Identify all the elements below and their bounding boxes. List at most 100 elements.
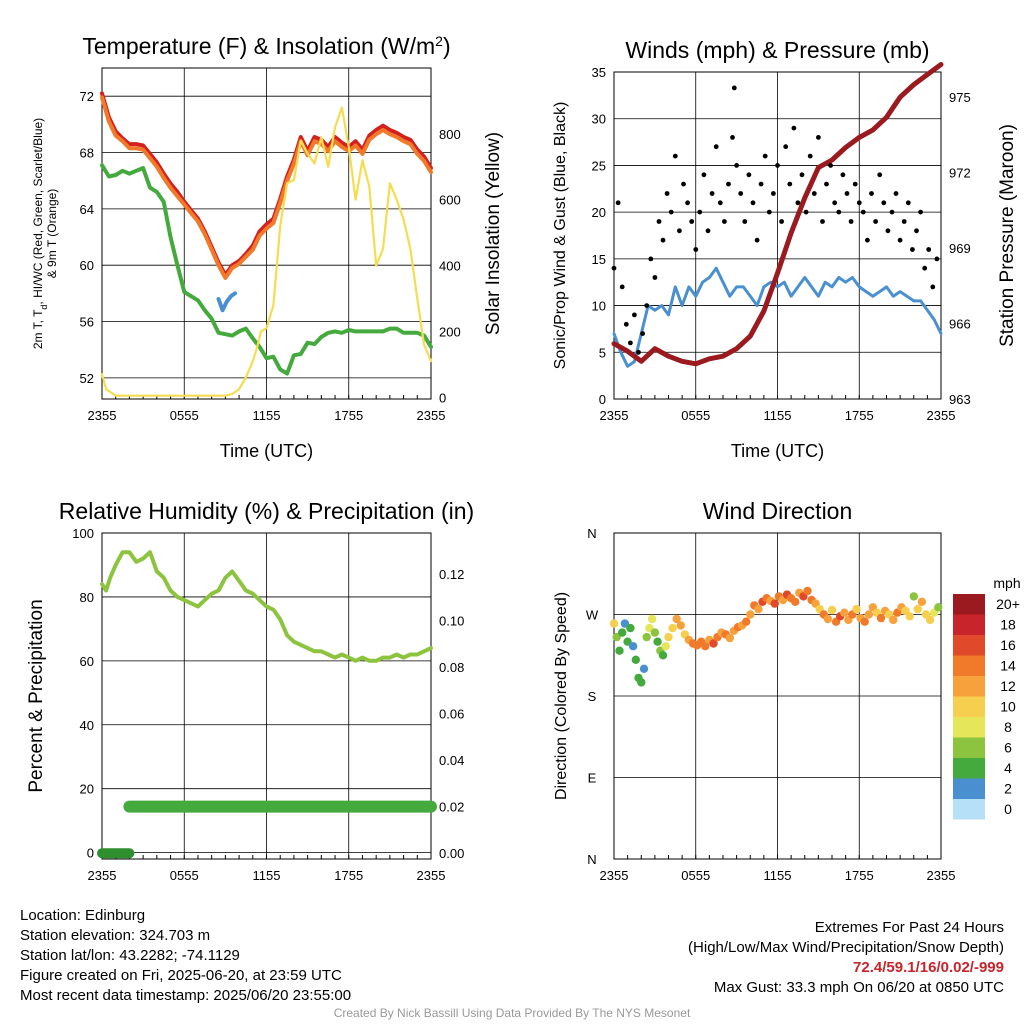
legend-label: 8 [1004,719,1012,735]
direction-point [840,608,849,617]
y-tick-label: E [588,771,597,786]
legend-swatch [953,655,985,676]
gust-point [672,153,678,159]
gust-point [636,349,641,355]
panel-title-humidity: Relative Humidity (%) & Precipitation (i… [59,498,474,524]
title-part: ) [443,33,451,59]
direction-point [609,619,619,628]
y-axis-label-right: Station Pressure (Maroon) [997,124,1018,347]
gust-point [713,144,719,150]
gust-point [762,153,768,159]
direction-point [889,615,898,625]
y-axis-label-right: Solar Insolation (Yellow) [483,132,504,335]
direction-point [876,613,886,623]
x-axis-label: Time (UTC) [731,441,824,461]
x-tick-label: 2355 [927,408,956,423]
legend-label: 20+ [996,596,1020,612]
gust-point [697,209,703,215]
direction-point [653,637,662,646]
y-tick-label: 20 [80,782,94,797]
direction-point [618,628,627,637]
extremes-legend: (High/Low/Max Wind/Precipitation/Snow De… [688,939,1004,956]
y-tick-label: 35 [592,65,606,80]
gust-point [664,191,670,196]
direction-point [628,642,638,651]
x-tick-label: 1155 [253,868,281,883]
gust-point [746,172,752,178]
direction-point [615,646,624,655]
gust-point [717,200,723,206]
y-tick-label: 0.08 [439,660,464,675]
direction-point [661,642,670,651]
direction-point [905,612,914,621]
panel-title-winds: Winds (mph) & Pressure (mb) [625,37,929,63]
gust-point [754,237,760,243]
direction-point [746,610,755,619]
direction-point [664,632,673,642]
gust-point [816,135,821,140]
station-info: Location: Edinburg Station elevation: 32… [20,906,351,1006]
direction-point [668,623,677,633]
gust-point [689,219,695,224]
y-tick-label: 800 [439,127,461,142]
direction-point [631,655,640,664]
legend-label: 0 [1004,801,1012,817]
direction-point [725,633,734,643]
gust-point [889,209,895,215]
gust-point [824,181,829,187]
label-subscript: d [39,305,49,310]
legend-swatch [953,778,985,799]
y-tick-label: 56 [80,315,94,330]
x-tick-label: 2355 [417,408,446,423]
legend-label: 12 [1000,678,1016,694]
x-tick-label: 0555 [681,408,710,423]
legend-swatch [953,758,985,779]
gust-point [873,219,878,224]
y-tick-label: W [586,608,599,623]
direction-point [913,604,922,614]
direction-point [658,651,668,660]
y-tick-label: N [587,526,596,541]
gust-point [934,256,940,262]
legend-swatch [953,799,985,820]
series-temp9m [100,95,433,280]
latlon-text: Station lat/lon: 43.2282; -74.1129 [20,947,240,964]
x-tick-label: 2355 [88,408,117,423]
direction-point [909,592,918,601]
gust-point [791,125,797,131]
gust-point [734,163,739,168]
x-tick-label: 0555 [170,408,199,423]
gust-point [758,181,764,187]
direction-point [626,623,635,633]
gust-point [799,172,805,178]
x-tick-label: 0555 [170,868,199,883]
gust-point [877,172,883,178]
gust-point [619,284,625,290]
y-tick-label: 963 [949,392,971,407]
y-tick-label: 40 [80,718,94,733]
y-tick-label: 5 [599,345,606,360]
y-tick-label: 15 [592,252,606,267]
gust-point [832,200,838,206]
gust-point [848,219,854,224]
extremes-info: Extremes For Past 24 Hours (High/Low/Max… [688,918,1004,998]
gust-point [660,237,666,243]
direction-point [860,617,869,626]
direction-point [925,615,935,625]
y-tick-label: S [588,689,597,704]
y-tick-label: 100 [72,526,94,541]
x-tick-label: 2355 [927,868,956,883]
y-tick-label: 0.04 [439,753,464,768]
location-text: Location: Edinburg [20,907,146,924]
direction-point [852,604,861,614]
gust-point [795,200,801,206]
direction-point [709,639,718,648]
gust-point [726,181,731,187]
title-part: Temperature (F) & Insolation (W/m [82,33,435,59]
extremes-title: Extremes For Past 24 Hours [814,919,1004,936]
legend-swatch [953,717,985,738]
max-gust-text: Max Gust: 33.3 mph On 06/20 at 0850 UTC [713,979,1004,996]
gust-point [852,181,858,187]
direction-point [639,664,649,673]
label-part: , HI/WC (Red, Green, Scarlet/Blue) [31,118,45,305]
